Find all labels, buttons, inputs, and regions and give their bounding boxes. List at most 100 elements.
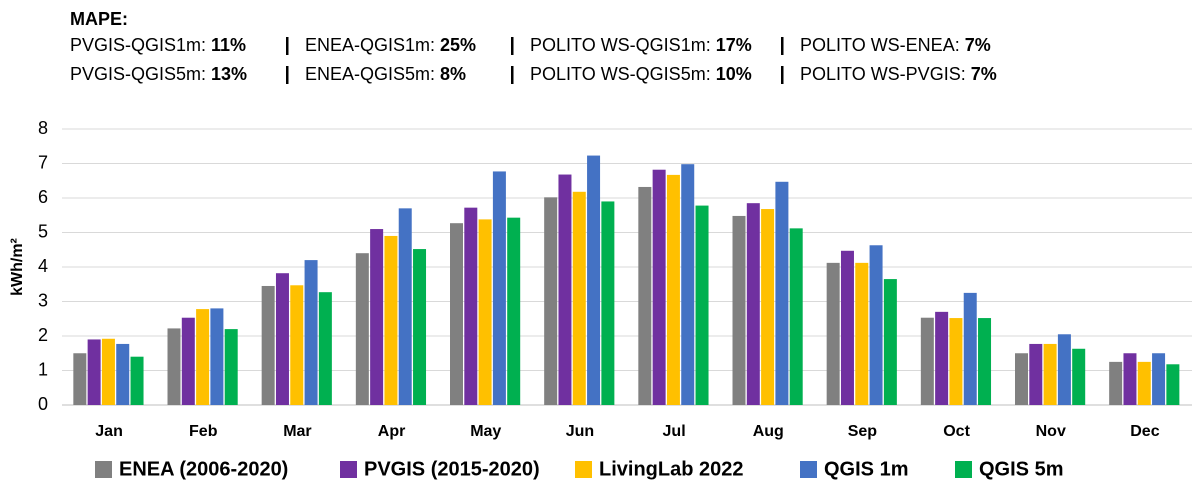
legend-swatch — [800, 461, 817, 478]
separators — [286, 37, 784, 84]
y-tick-label: 8 — [38, 118, 48, 138]
x-tick-label: Mar — [283, 423, 311, 440]
bar — [1166, 364, 1180, 405]
separator — [781, 66, 784, 84]
bar — [1029, 343, 1043, 405]
bar — [196, 309, 210, 405]
bar — [478, 219, 492, 405]
y-tick-label: 0 — [38, 394, 48, 414]
legend-label: LivingLab 2022 — [599, 458, 744, 480]
separator — [511, 66, 514, 84]
annotation-label: POLITO WS-QGIS5m: — [530, 64, 711, 84]
y-tick-label: 6 — [38, 187, 48, 207]
bar — [275, 273, 289, 405]
bar — [963, 292, 977, 405]
bar — [1043, 343, 1057, 405]
bar — [869, 245, 883, 405]
bar — [261, 285, 275, 405]
y-tick-label: 4 — [38, 256, 48, 276]
bar — [167, 328, 181, 405]
bar — [826, 262, 840, 405]
annotation-label: POLITO WS-QGIS1m: — [530, 35, 711, 55]
legend-swatch — [340, 461, 357, 478]
bar — [355, 253, 369, 405]
bar — [732, 215, 746, 405]
annotation-value: 13% — [211, 64, 247, 84]
y-axis-label: kWh/m² — [9, 238, 26, 296]
annotation-value: 8% — [440, 64, 466, 84]
bar — [681, 164, 695, 405]
bar — [855, 262, 869, 405]
bar — [572, 191, 586, 405]
x-tick-label: Jun — [566, 423, 594, 440]
annotation-label: POLITO WS-ENEA: — [800, 35, 960, 55]
bar — [464, 207, 478, 405]
legend-swatch — [575, 461, 592, 478]
bar — [318, 292, 332, 405]
y-tick-label: 7 — [38, 152, 48, 172]
bar — [290, 285, 304, 405]
legend-label: QGIS 5m — [979, 458, 1063, 480]
x-tick-label: Jan — [95, 423, 123, 440]
legend-swatch — [95, 461, 112, 478]
x-tick-label: Apr — [378, 423, 406, 440]
bar — [883, 279, 897, 405]
legend-label: PVGIS (2015-2020) — [364, 458, 540, 480]
bar — [652, 169, 666, 405]
y-tick-label: 5 — [38, 221, 48, 241]
separator — [286, 66, 289, 84]
annotation-value: 17% — [716, 35, 752, 55]
bar — [1072, 348, 1086, 405]
x-tick-label: Nov — [1036, 423, 1066, 440]
annotation-label: POLITO WS-PVGIS: — [800, 64, 966, 84]
bar — [695, 205, 709, 405]
bar — [840, 250, 854, 405]
x-tick-label: Aug — [753, 423, 784, 440]
bar — [978, 318, 992, 405]
annotation-title: MAPE: — [70, 9, 128, 29]
bar — [87, 339, 101, 405]
annotation-value: 25% — [440, 35, 476, 55]
bar — [666, 174, 680, 405]
legend-swatch — [955, 461, 972, 478]
annotation-value: 7% — [971, 64, 997, 84]
bar — [398, 208, 412, 405]
bar — [544, 197, 558, 405]
bar — [1057, 334, 1071, 405]
bar — [638, 186, 652, 405]
annotation-label: PVGIS-QGIS1m: — [70, 35, 206, 55]
bar — [1015, 353, 1028, 405]
separator — [781, 37, 784, 55]
x-tick-label: Jul — [663, 423, 686, 440]
bar — [1123, 353, 1137, 405]
bar — [101, 338, 115, 405]
bar — [450, 223, 463, 405]
bar — [1137, 361, 1151, 405]
separator — [511, 37, 514, 55]
bar — [587, 155, 601, 405]
bar — [181, 317, 195, 405]
bar — [73, 353, 87, 405]
bar — [413, 249, 427, 405]
x-tick-label: Oct — [943, 423, 970, 440]
bar — [1152, 353, 1166, 405]
bar — [1109, 361, 1123, 405]
bar — [492, 171, 506, 405]
x-tick-label: Sep — [848, 423, 878, 440]
y-tick-label: 3 — [38, 290, 48, 310]
bar — [789, 228, 803, 405]
bar — [761, 209, 775, 405]
legend-label: ENEA (2006-2020) — [119, 458, 288, 480]
x-tick-label: Feb — [189, 423, 218, 440]
bar — [775, 181, 789, 405]
x-tick-label: Dec — [1130, 423, 1159, 440]
bar — [384, 235, 398, 405]
annotation-label: PVGIS-QGIS5m: — [70, 64, 206, 84]
bar — [304, 260, 318, 405]
y-tick-label: 2 — [38, 325, 48, 345]
bar — [920, 317, 934, 405]
annotation-value: 10% — [716, 64, 752, 84]
x-tick-label: May — [470, 423, 501, 440]
bar — [601, 201, 615, 405]
